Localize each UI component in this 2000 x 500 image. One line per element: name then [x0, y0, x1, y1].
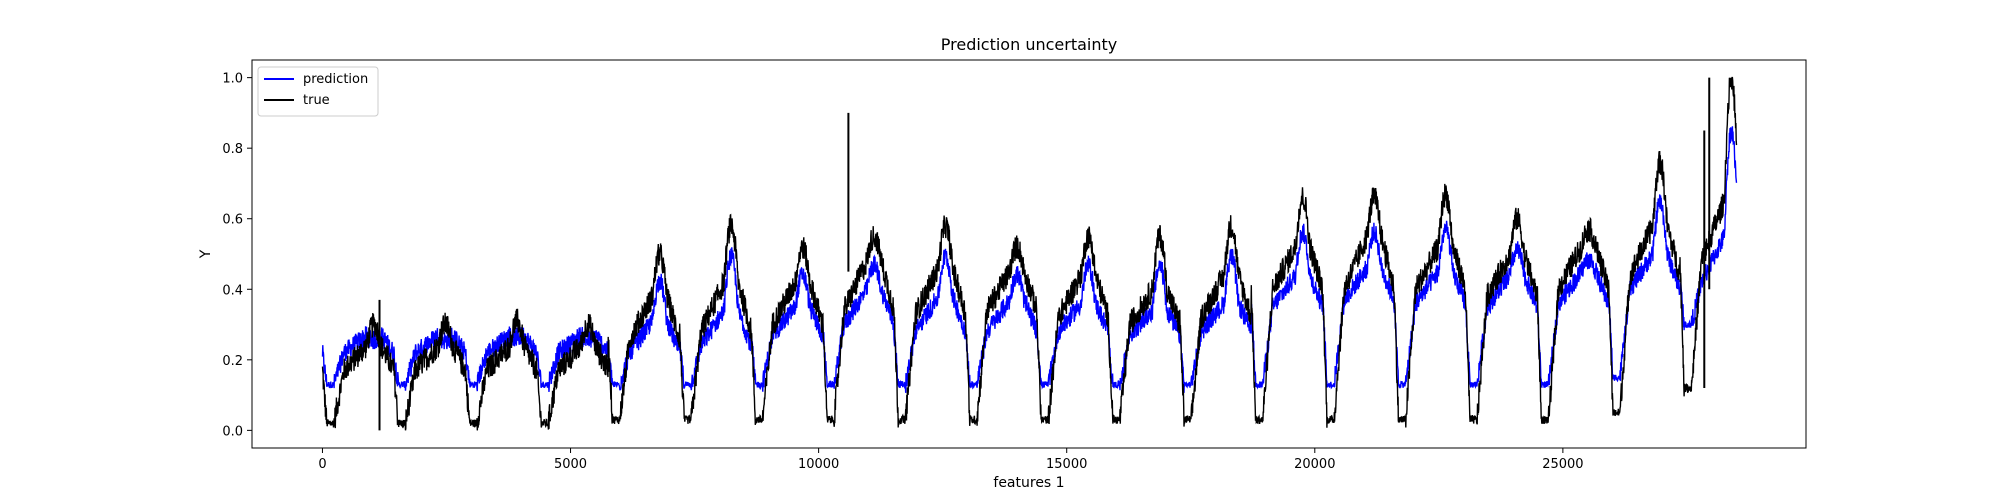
x-tick-label: 0 [318, 457, 326, 472]
y-tick-label: 0.4 [222, 283, 243, 298]
x-tick-label: 20000 [1294, 457, 1335, 472]
plot-frame [251, 59, 1807, 449]
x-axis-label: features 1 [993, 475, 1064, 491]
legend: prediction true [257, 66, 379, 117]
series-layer [321, 76, 1738, 431]
x-tick-label: 10000 [798, 457, 839, 472]
chart-title: Prediction uncertainty [941, 35, 1117, 54]
y-tick-label: 0.8 [222, 142, 243, 157]
y-axis-label: Y [198, 249, 214, 259]
x-tick-label: 15000 [1046, 457, 1087, 472]
y-tick-label: 0.6 [222, 213, 243, 228]
x-tick-label: 5000 [554, 457, 587, 472]
prediction-line [321, 126, 1738, 393]
true-line [321, 76, 1738, 431]
y-tick-label: 1.0 [222, 72, 243, 87]
y-tick-label: 0.2 [222, 354, 243, 369]
legend-label-prediction: prediction [303, 72, 368, 87]
x-tick-label: 25000 [1542, 457, 1583, 472]
axes-layer: 0 5000 10000 15000 20000 25000 0.0 0.2 0.4 0.6 0.8… [222, 59, 1807, 472]
y-tick-label: 0.0 [222, 424, 243, 439]
legend-label-true: true [303, 93, 330, 108]
